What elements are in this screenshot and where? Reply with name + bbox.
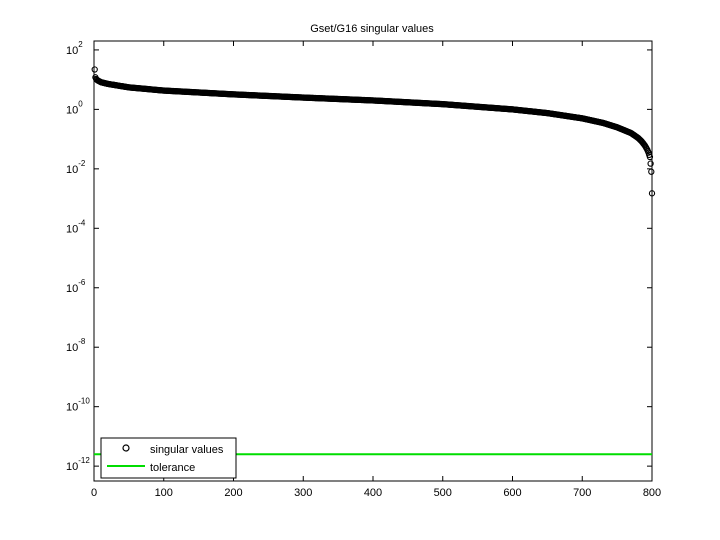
legend-label-singular-values: singular values	[150, 444, 224, 456]
data-point	[648, 168, 655, 175]
x-tick-label: 0	[91, 487, 97, 499]
legend: singular values tolerance	[100, 437, 237, 479]
y-tick-label: 10-2	[66, 159, 86, 176]
y-tick-label: 10-10	[66, 397, 90, 414]
y-tick-label: 102	[66, 40, 83, 57]
legend-label-tolerance: tolerance	[150, 462, 195, 474]
x-tick-label: 800	[643, 487, 661, 499]
data-point	[647, 160, 654, 167]
x-tick-label: 100	[155, 487, 173, 499]
chart-title: Gset/G16 singular values	[310, 23, 434, 35]
x-tick-label: 500	[434, 487, 452, 499]
y-tick-label: 10-12	[66, 456, 90, 473]
x-axis: 0 100 200 300 400 500 600 700 800	[91, 41, 661, 499]
y-tick-label: 10-6	[66, 278, 86, 295]
x-tick-label: 700	[573, 487, 591, 499]
x-tick-label: 200	[224, 487, 242, 499]
y-axis: 102 100 10-2 10-4 10-6 10-8 10-10 10-12	[66, 40, 652, 473]
data-point	[646, 153, 654, 161]
legend-box	[100, 437, 237, 479]
data-point	[648, 190, 656, 197]
singular-values-series	[91, 66, 656, 197]
x-tick-label: 400	[364, 487, 382, 499]
data-point	[91, 66, 98, 73]
legend-marker-singular-values	[122, 444, 130, 452]
y-tick-label: 10-4	[66, 218, 86, 235]
y-tick-label: 100	[66, 99, 83, 116]
y-tick-label: 10-8	[66, 337, 86, 354]
x-tick-label: 600	[503, 487, 521, 499]
x-tick-label: 300	[294, 487, 312, 499]
